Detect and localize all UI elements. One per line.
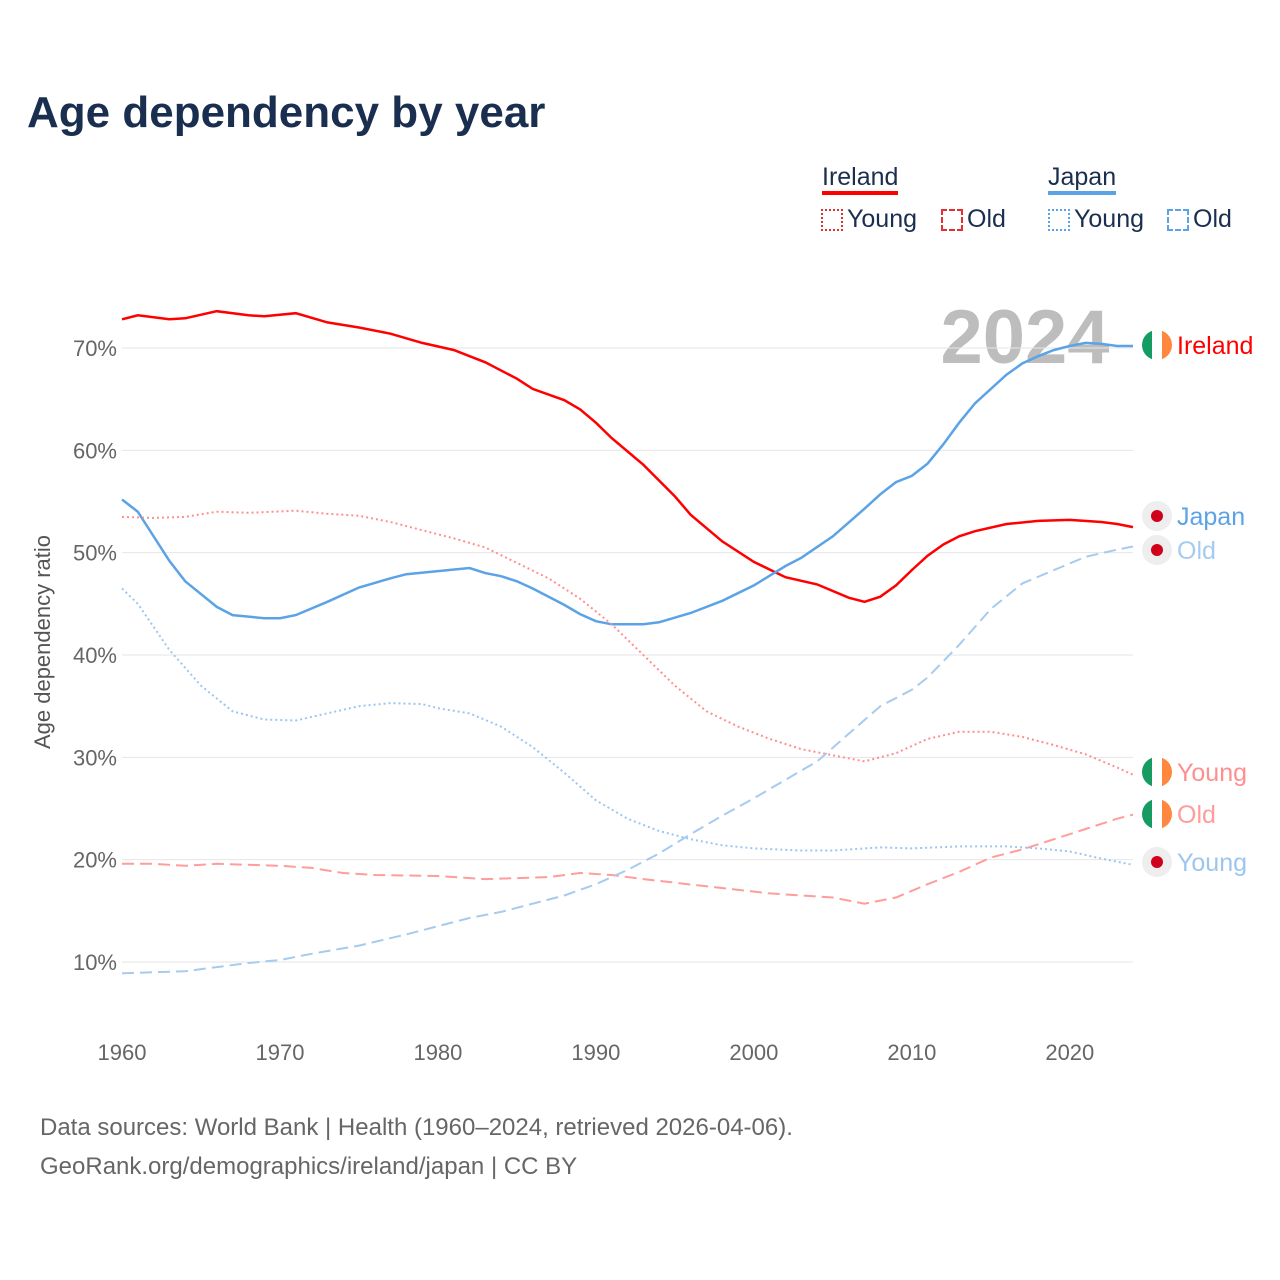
series-end-label: Japan <box>1177 503 1245 531</box>
x-tick-label: 2020 <box>1045 1040 1094 1065</box>
x-tick-label: 1970 <box>255 1040 304 1065</box>
series-end-label: Old <box>1177 801 1216 829</box>
ireland-flag-icon <box>1142 757 1172 787</box>
series-end-label: Ireland <box>1177 332 1253 360</box>
x-tick-label: 2000 <box>729 1040 778 1065</box>
chart-title: Age dependency by year <box>27 88 546 137</box>
dotted-swatch-icon <box>821 208 843 231</box>
japan-flag-icon <box>1142 501 1172 531</box>
y-tick-label: 10% <box>73 950 117 975</box>
y-tick-label: 50% <box>73 541 117 566</box>
x-tick-label: 2010 <box>887 1040 936 1065</box>
y-tick-label: 70% <box>73 336 117 361</box>
series-end-label: Old <box>1177 537 1216 565</box>
source-note: Data sources: World Bank | Health (1960–… <box>40 1108 793 1186</box>
series-line-japan-old[interactable] <box>121 545 1134 975</box>
dotted-swatch-icon <box>1048 208 1070 231</box>
series-line-ireland-young[interactable] <box>121 509 1134 776</box>
legend-japan-young[interactable]: Young <box>1048 205 1144 234</box>
legend-ireland[interactable]: Ireland <box>822 163 899 195</box>
series-line-ireland-old[interactable] <box>122 813 1134 905</box>
ireland-flag-icon <box>1142 330 1172 360</box>
source-link[interactable]: GeoRank.org/demographics/ireland/japan |… <box>40 1153 578 1180</box>
series-line-ireland[interactable] <box>121 309 1134 604</box>
x-tick-label: 1960 <box>98 1040 147 1065</box>
ireland-flag-icon <box>1142 799 1172 829</box>
x-tick-label: 1990 <box>571 1040 620 1065</box>
y-tick-label: 60% <box>73 438 117 463</box>
legend-japan-old[interactable]: Old <box>1167 205 1232 234</box>
year-watermark: 2024 <box>940 295 1109 380</box>
dashed-swatch-icon <box>941 208 963 231</box>
japan-flag-icon <box>1142 535 1172 565</box>
series-line-japan[interactable] <box>121 341 1133 626</box>
x-tick-label: 1980 <box>413 1040 462 1065</box>
series-end-label: Young <box>1177 849 1247 877</box>
japan-flag-icon <box>1142 847 1172 877</box>
series-end-label: Young <box>1177 759 1247 787</box>
legend-ireland-old[interactable]: Old <box>941 205 1006 234</box>
legend-japan[interactable]: Japan <box>1048 163 1117 195</box>
source-line: Data sources: World Bank | Health (1960–… <box>40 1114 793 1141</box>
y-axis-label: Age dependency ratio <box>30 535 55 749</box>
y-tick-label: 30% <box>73 745 117 770</box>
dashed-swatch-icon <box>1167 208 1189 231</box>
y-tick-label: 20% <box>73 848 117 873</box>
y-tick-label: 40% <box>73 643 117 668</box>
series-line-japan-young[interactable] <box>121 587 1134 866</box>
legend-ireland-young[interactable]: Young <box>821 205 917 234</box>
